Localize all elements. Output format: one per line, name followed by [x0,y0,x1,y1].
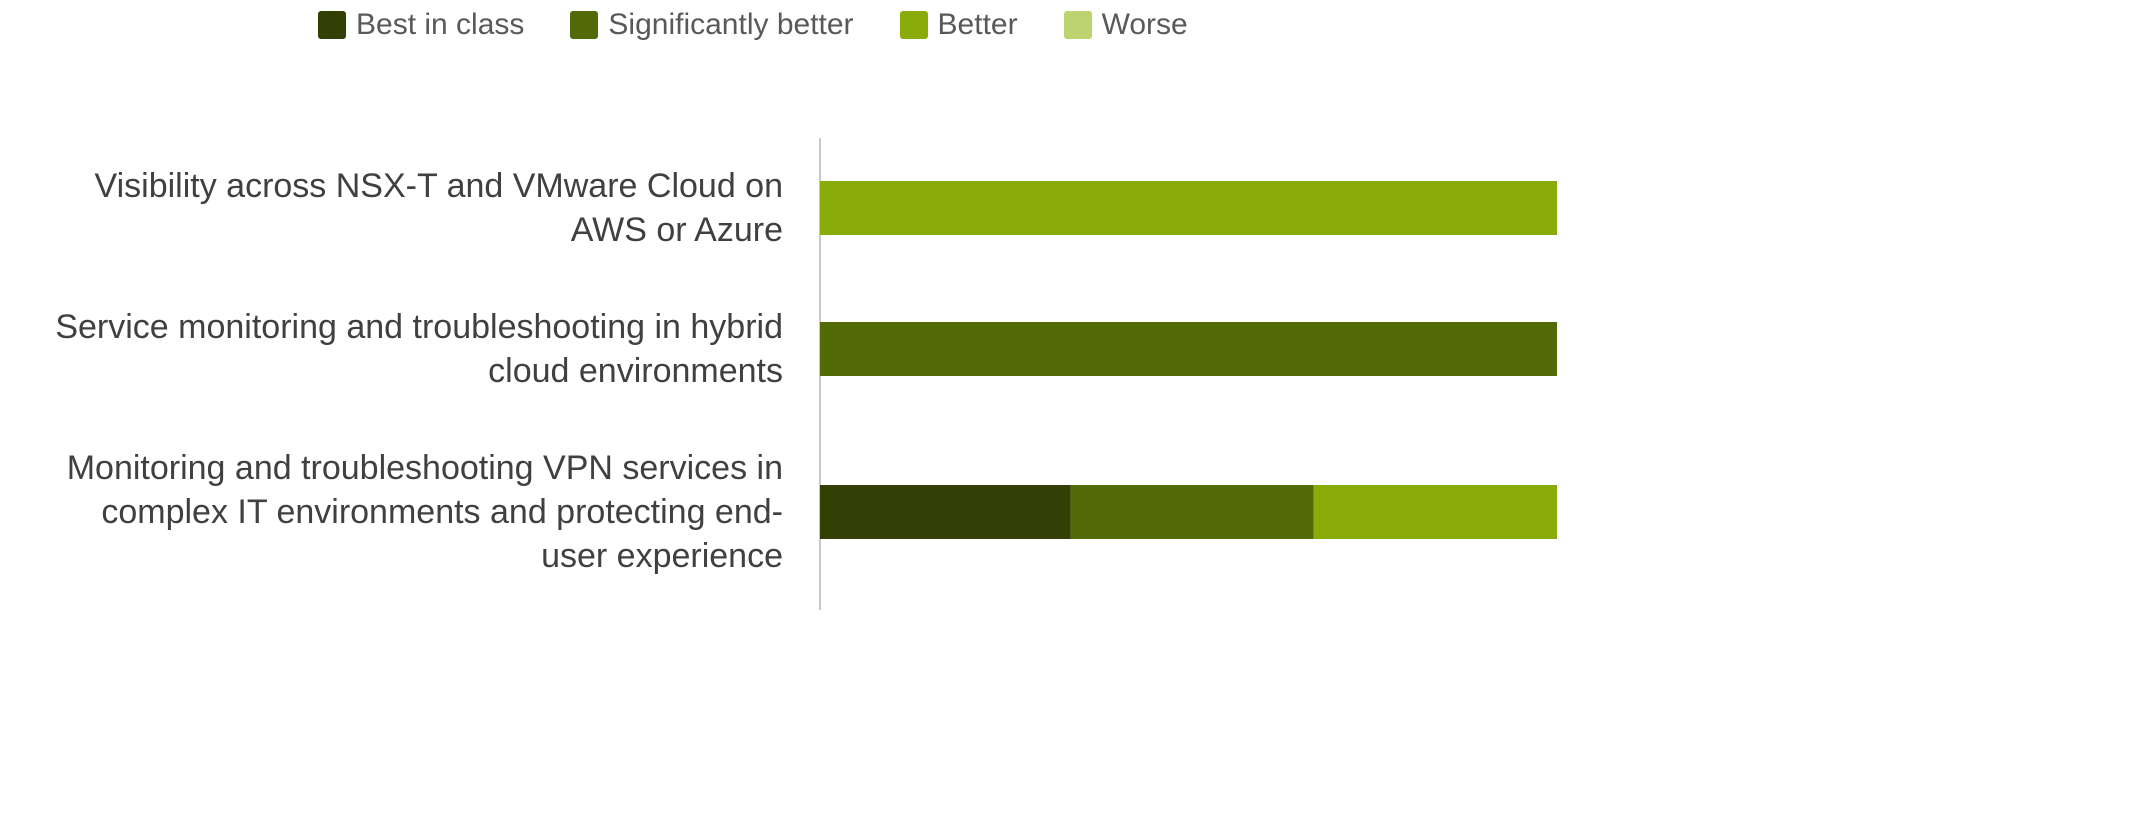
bar-segment [820,322,1557,376]
category-label: Visibility across NSX-T and VMware Cloud… [95,164,783,252]
category-label-line: Monitoring and troubleshooting VPN servi… [66,449,783,487]
category-label-line: Visibility across NSX-T and VMware Cloud… [94,167,783,205]
legend-swatch [899,11,928,39]
legend-swatch [1063,11,1092,39]
category-label: Monitoring and troubleshooting VPN servi… [67,446,783,578]
plot-area [819,138,1557,610]
bar-segment [820,485,1071,539]
legend-item: Significantly better [570,8,854,42]
category-label-line: cloud environments [488,352,783,390]
category-label-line: complex IT environments and protecting e… [101,493,783,531]
legend-swatch [570,11,599,39]
category-label-line: AWS or Azure [570,211,783,249]
chart: Best in class Significantly better Better W… [55,8,1557,610]
legend-swatch [318,11,346,39]
legend-item: Better [899,8,1018,42]
legend-item: Worse [1063,8,1188,42]
category-label-line: user experience [541,537,783,575]
bar-segment [820,181,1557,235]
chart-legend: Best in class Significantly better Better W… [318,8,1234,42]
bar-segment [1070,485,1314,539]
legend-item: Best in class [318,8,524,42]
legend-label: Better [937,8,1018,41]
legend-label: Worse [1101,8,1188,41]
bar-segment [1313,485,1557,539]
category-label: Service monitoring and troubleshooting i… [55,305,783,393]
legend-label: Significantly better [608,8,854,41]
category-label-line: Service monitoring and troubleshooting i… [55,308,783,346]
legend-label: Best in class [356,8,525,41]
